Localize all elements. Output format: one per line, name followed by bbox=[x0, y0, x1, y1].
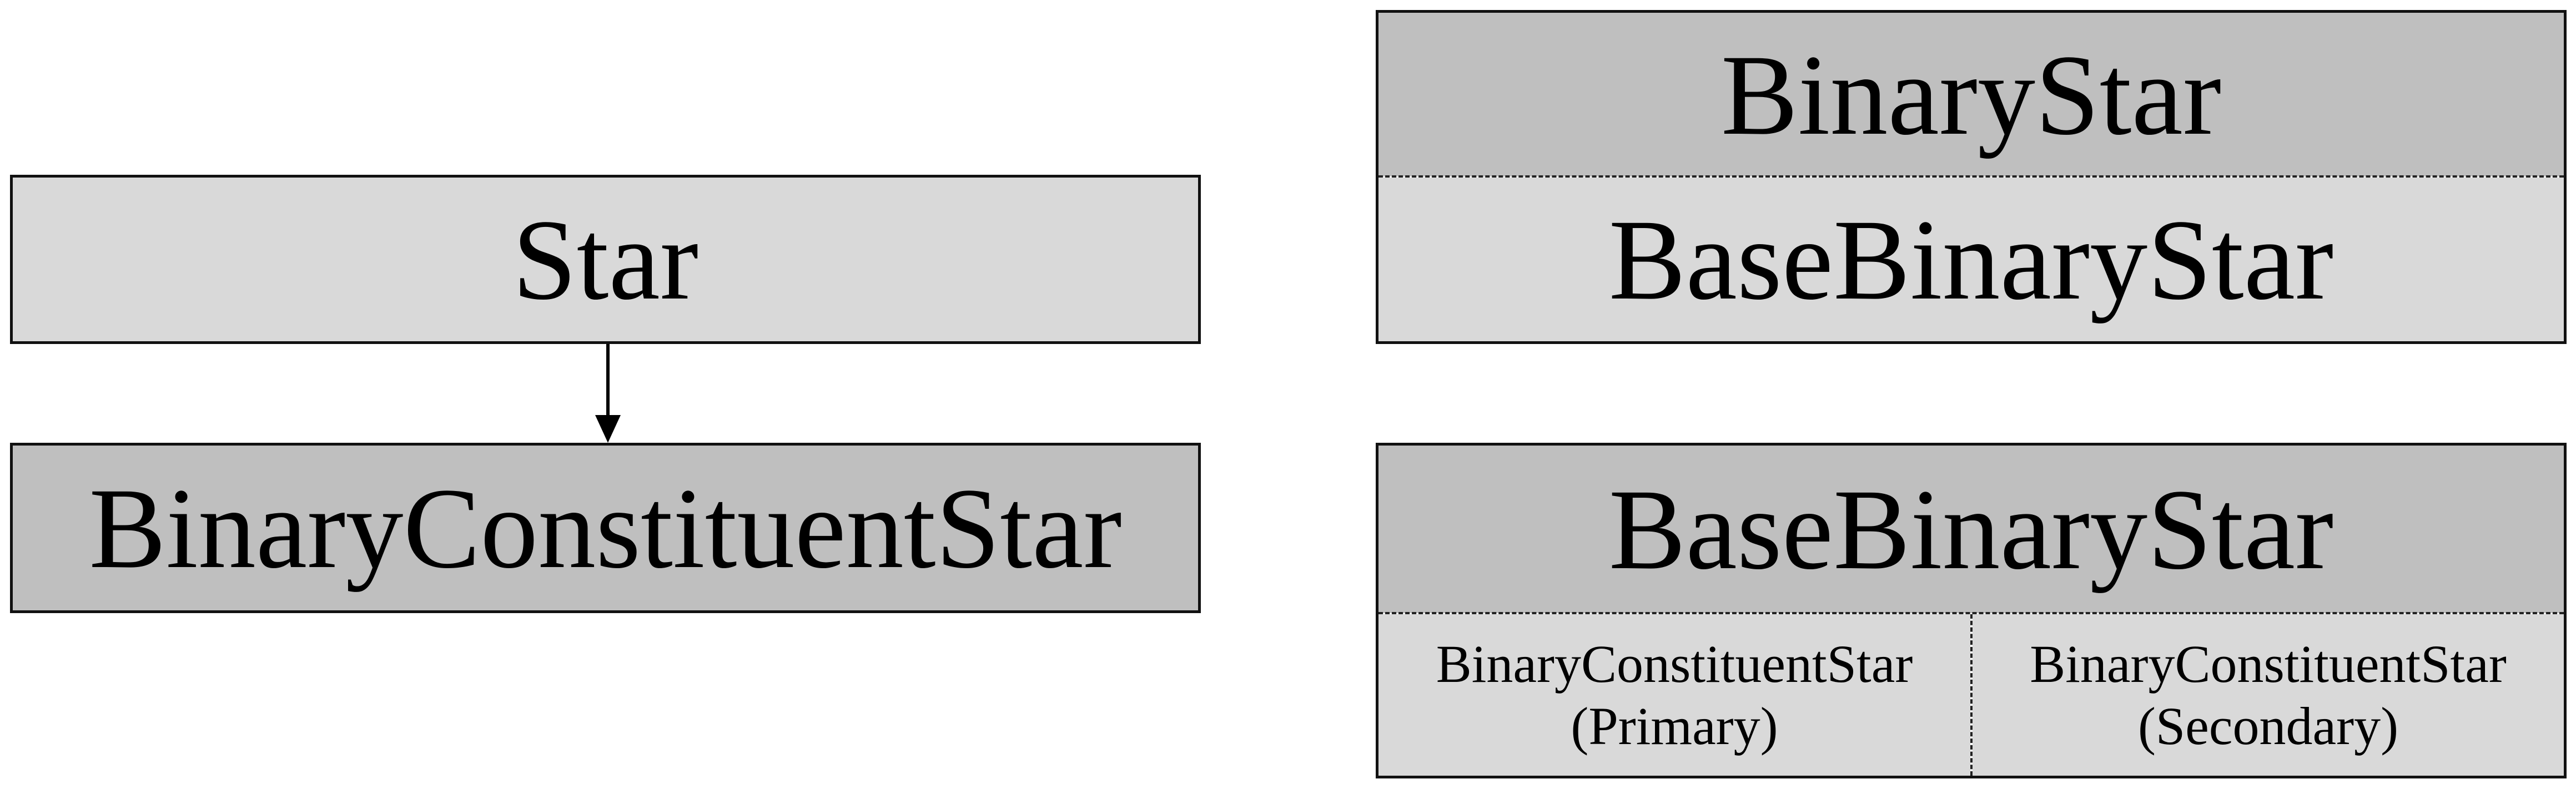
secondary-constituent-name: BinaryConstituentStar bbox=[2030, 634, 2507, 694]
secondary-constituent-cell: BinaryConstituentStar (Secondary) bbox=[1973, 614, 2564, 776]
base-binary-star-label: BaseBinaryStar bbox=[1378, 178, 2564, 341]
binary-constituent-star-label: BinaryConstituentStar bbox=[89, 464, 1122, 592]
base-binary-star-header: BaseBinaryStar bbox=[1378, 446, 2564, 613]
primary-constituent-cell: BinaryConstituentStar (Primary) bbox=[1378, 614, 1970, 776]
binary-constituent-star-box: BinaryConstituentStar bbox=[10, 443, 1201, 613]
inheritance-arrow bbox=[595, 344, 621, 443]
secondary-role-label: (Secondary) bbox=[2137, 696, 2399, 756]
primary-constituent-name: BinaryConstituentStar bbox=[1436, 634, 1913, 694]
divider-dashed bbox=[1378, 175, 2564, 178]
star-label: Star bbox=[512, 195, 699, 323]
binary-star-label: BinaryStar bbox=[1378, 13, 2564, 176]
divider-dashed bbox=[1378, 612, 2564, 614]
arrow-head bbox=[595, 415, 621, 443]
binary-star-box: BinaryStar BaseBinaryStar bbox=[1376, 10, 2567, 344]
primary-role-label: (Primary) bbox=[1571, 696, 1778, 756]
divider-dashed-vertical bbox=[1970, 614, 1973, 776]
star-box: Star bbox=[10, 175, 1201, 344]
base-binary-star-box: BaseBinaryStar BinaryConstituentStar (Pr… bbox=[1376, 443, 2567, 778]
